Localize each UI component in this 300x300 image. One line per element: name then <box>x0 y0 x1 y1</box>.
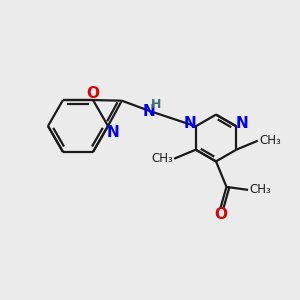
Text: O: O <box>86 86 100 101</box>
Text: CH₃: CH₃ <box>151 152 172 165</box>
Text: N: N <box>107 125 120 140</box>
Text: H: H <box>151 98 161 111</box>
Text: CH₃: CH₃ <box>260 134 281 147</box>
Text: CH₃: CH₃ <box>250 183 272 196</box>
Text: N: N <box>183 116 196 131</box>
Text: N: N <box>142 104 155 119</box>
Text: N: N <box>235 116 248 131</box>
Text: O: O <box>214 207 227 222</box>
